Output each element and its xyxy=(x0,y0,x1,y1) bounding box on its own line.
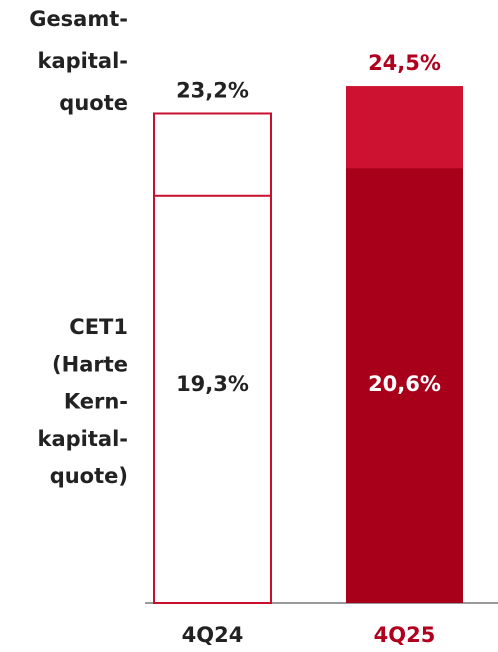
legend-label: CET1 (Harte Kern-kapital-quote) xyxy=(38,315,129,488)
legend-label: Gesamt-kapital-quote xyxy=(29,7,128,115)
bar xyxy=(153,194,272,605)
value-label: 19,3% xyxy=(176,372,249,396)
value-label: 24,5% xyxy=(368,51,441,75)
value-label: 23,2% xyxy=(176,78,249,102)
x-tick-label: 4Q25 xyxy=(374,623,436,647)
x-tick-label: 4Q24 xyxy=(182,623,244,647)
bar xyxy=(346,168,463,603)
value-label: 20,6% xyxy=(368,372,441,396)
